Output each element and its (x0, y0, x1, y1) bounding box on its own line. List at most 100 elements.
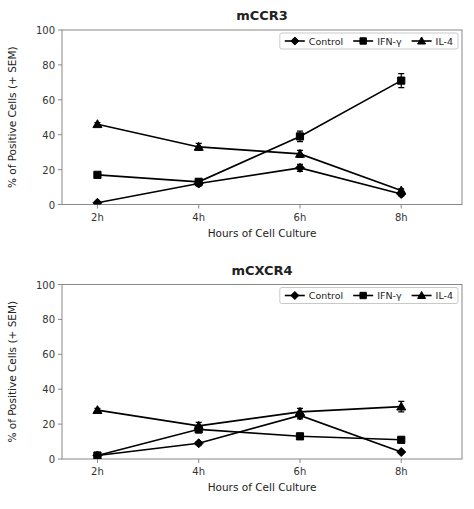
x-tick-label: 6h (294, 466, 307, 477)
y-tick-label: 80 (42, 314, 55, 325)
legend-label: Control (309, 290, 343, 301)
legend-marker (418, 292, 426, 299)
y-tick (58, 284, 62, 285)
error-bar (196, 179, 202, 184)
legend-marker (360, 38, 366, 44)
y-tick-label: 60 (42, 349, 55, 360)
x-tick (401, 459, 402, 463)
x-tick-label: 8h (395, 212, 408, 223)
point (93, 120, 102, 128)
error-bar (297, 434, 303, 439)
y-tick (58, 354, 62, 355)
point (195, 178, 202, 185)
point (94, 171, 101, 178)
point (93, 406, 102, 414)
point (397, 402, 406, 410)
panel: mCCR3 0 20 40 60 80 100 2h 4h 6h 8h Hours of Cell C… (6, 8, 462, 239)
series-line (97, 168, 401, 203)
legend-box (280, 33, 458, 49)
point (295, 149, 304, 157)
legend-label: Control (309, 36, 343, 47)
y-tick (58, 459, 62, 460)
y-tick-label: 80 (42, 60, 55, 71)
legend-label: IFN-γ (377, 36, 402, 47)
y-tick (58, 389, 62, 390)
x-tick (299, 205, 300, 209)
error-bar-cap (398, 87, 404, 88)
x-tick-label: 6h (294, 212, 307, 223)
point (398, 436, 405, 443)
x-tick (299, 459, 300, 463)
legend: Control IFN-γ IL-4 (280, 33, 458, 49)
y-tick-label: 40 (42, 130, 55, 141)
x-tick-label: 4h (192, 212, 205, 223)
series-line (97, 81, 401, 182)
x-tick-label: 4h (192, 466, 205, 477)
legend-box (280, 288, 458, 304)
legend-label: IL-4 (436, 36, 453, 47)
x-axis-label: Hours of Cell Culture (208, 227, 317, 239)
x-tick (198, 205, 199, 209)
y-tick (58, 424, 62, 425)
x-tick (401, 205, 402, 209)
point (194, 439, 203, 448)
point (194, 421, 203, 429)
legend-marker (291, 292, 299, 300)
x-tick-label: 8h (395, 466, 408, 477)
data-area (93, 401, 406, 459)
error-bar-cap (297, 141, 303, 142)
x-tick (97, 205, 98, 209)
y-tick-label: 60 (42, 95, 55, 106)
y-tick-label: 20 (42, 165, 55, 176)
plot-frame (62, 30, 462, 205)
panel: mCXCR40204060801002h4h6h8hHours of Cell … (6, 263, 462, 494)
legend-marker (360, 292, 366, 298)
y-axis-label: % of Positive Cells (+ SEM) (6, 301, 18, 443)
series-line (97, 415, 401, 455)
error-bar (398, 74, 404, 88)
legend-label: IL-4 (436, 290, 453, 301)
title: mCXCR4 (231, 263, 292, 278)
y-tick (58, 204, 62, 205)
x-tick-label: 2h (91, 466, 104, 477)
plot-frame (62, 285, 462, 460)
error-bar-cap (297, 131, 303, 132)
point (296, 133, 303, 140)
point (296, 433, 303, 440)
legend-marker (291, 37, 299, 45)
x-tick (97, 459, 98, 463)
y-tick (58, 169, 62, 170)
title: mCCR3 (236, 8, 288, 23)
y-tick (58, 134, 62, 135)
legend: Control IFN-γ IL-4 (280, 288, 458, 304)
y-tick-label: 0 (49, 200, 55, 211)
error-bar (297, 131, 303, 141)
legend-marker (418, 37, 426, 44)
x-tick-label: 2h (91, 212, 104, 223)
point (295, 163, 304, 172)
legend-label: IFN-γ (377, 290, 402, 301)
point (398, 77, 405, 84)
point (194, 142, 203, 150)
point (194, 179, 203, 188)
y-tick (58, 319, 62, 320)
y-tick-label: 100 (36, 25, 55, 36)
y-tick (58, 64, 62, 65)
series-line (97, 124, 401, 190)
error-bar-cap (398, 411, 404, 412)
y-tick-label: 40 (42, 384, 55, 395)
y-tick (58, 30, 62, 31)
y-tick-label: 100 (36, 280, 55, 291)
error-bar-cap (398, 73, 404, 74)
point (397, 186, 406, 194)
data-area (93, 74, 406, 205)
point (94, 452, 101, 459)
y-tick-label: 20 (42, 419, 55, 430)
point (397, 448, 406, 457)
point (93, 451, 102, 459)
point (295, 407, 304, 415)
series-line (97, 429, 401, 455)
x-tick (198, 459, 199, 463)
series-line (97, 407, 401, 426)
y-tick-label: 0 (49, 454, 55, 465)
